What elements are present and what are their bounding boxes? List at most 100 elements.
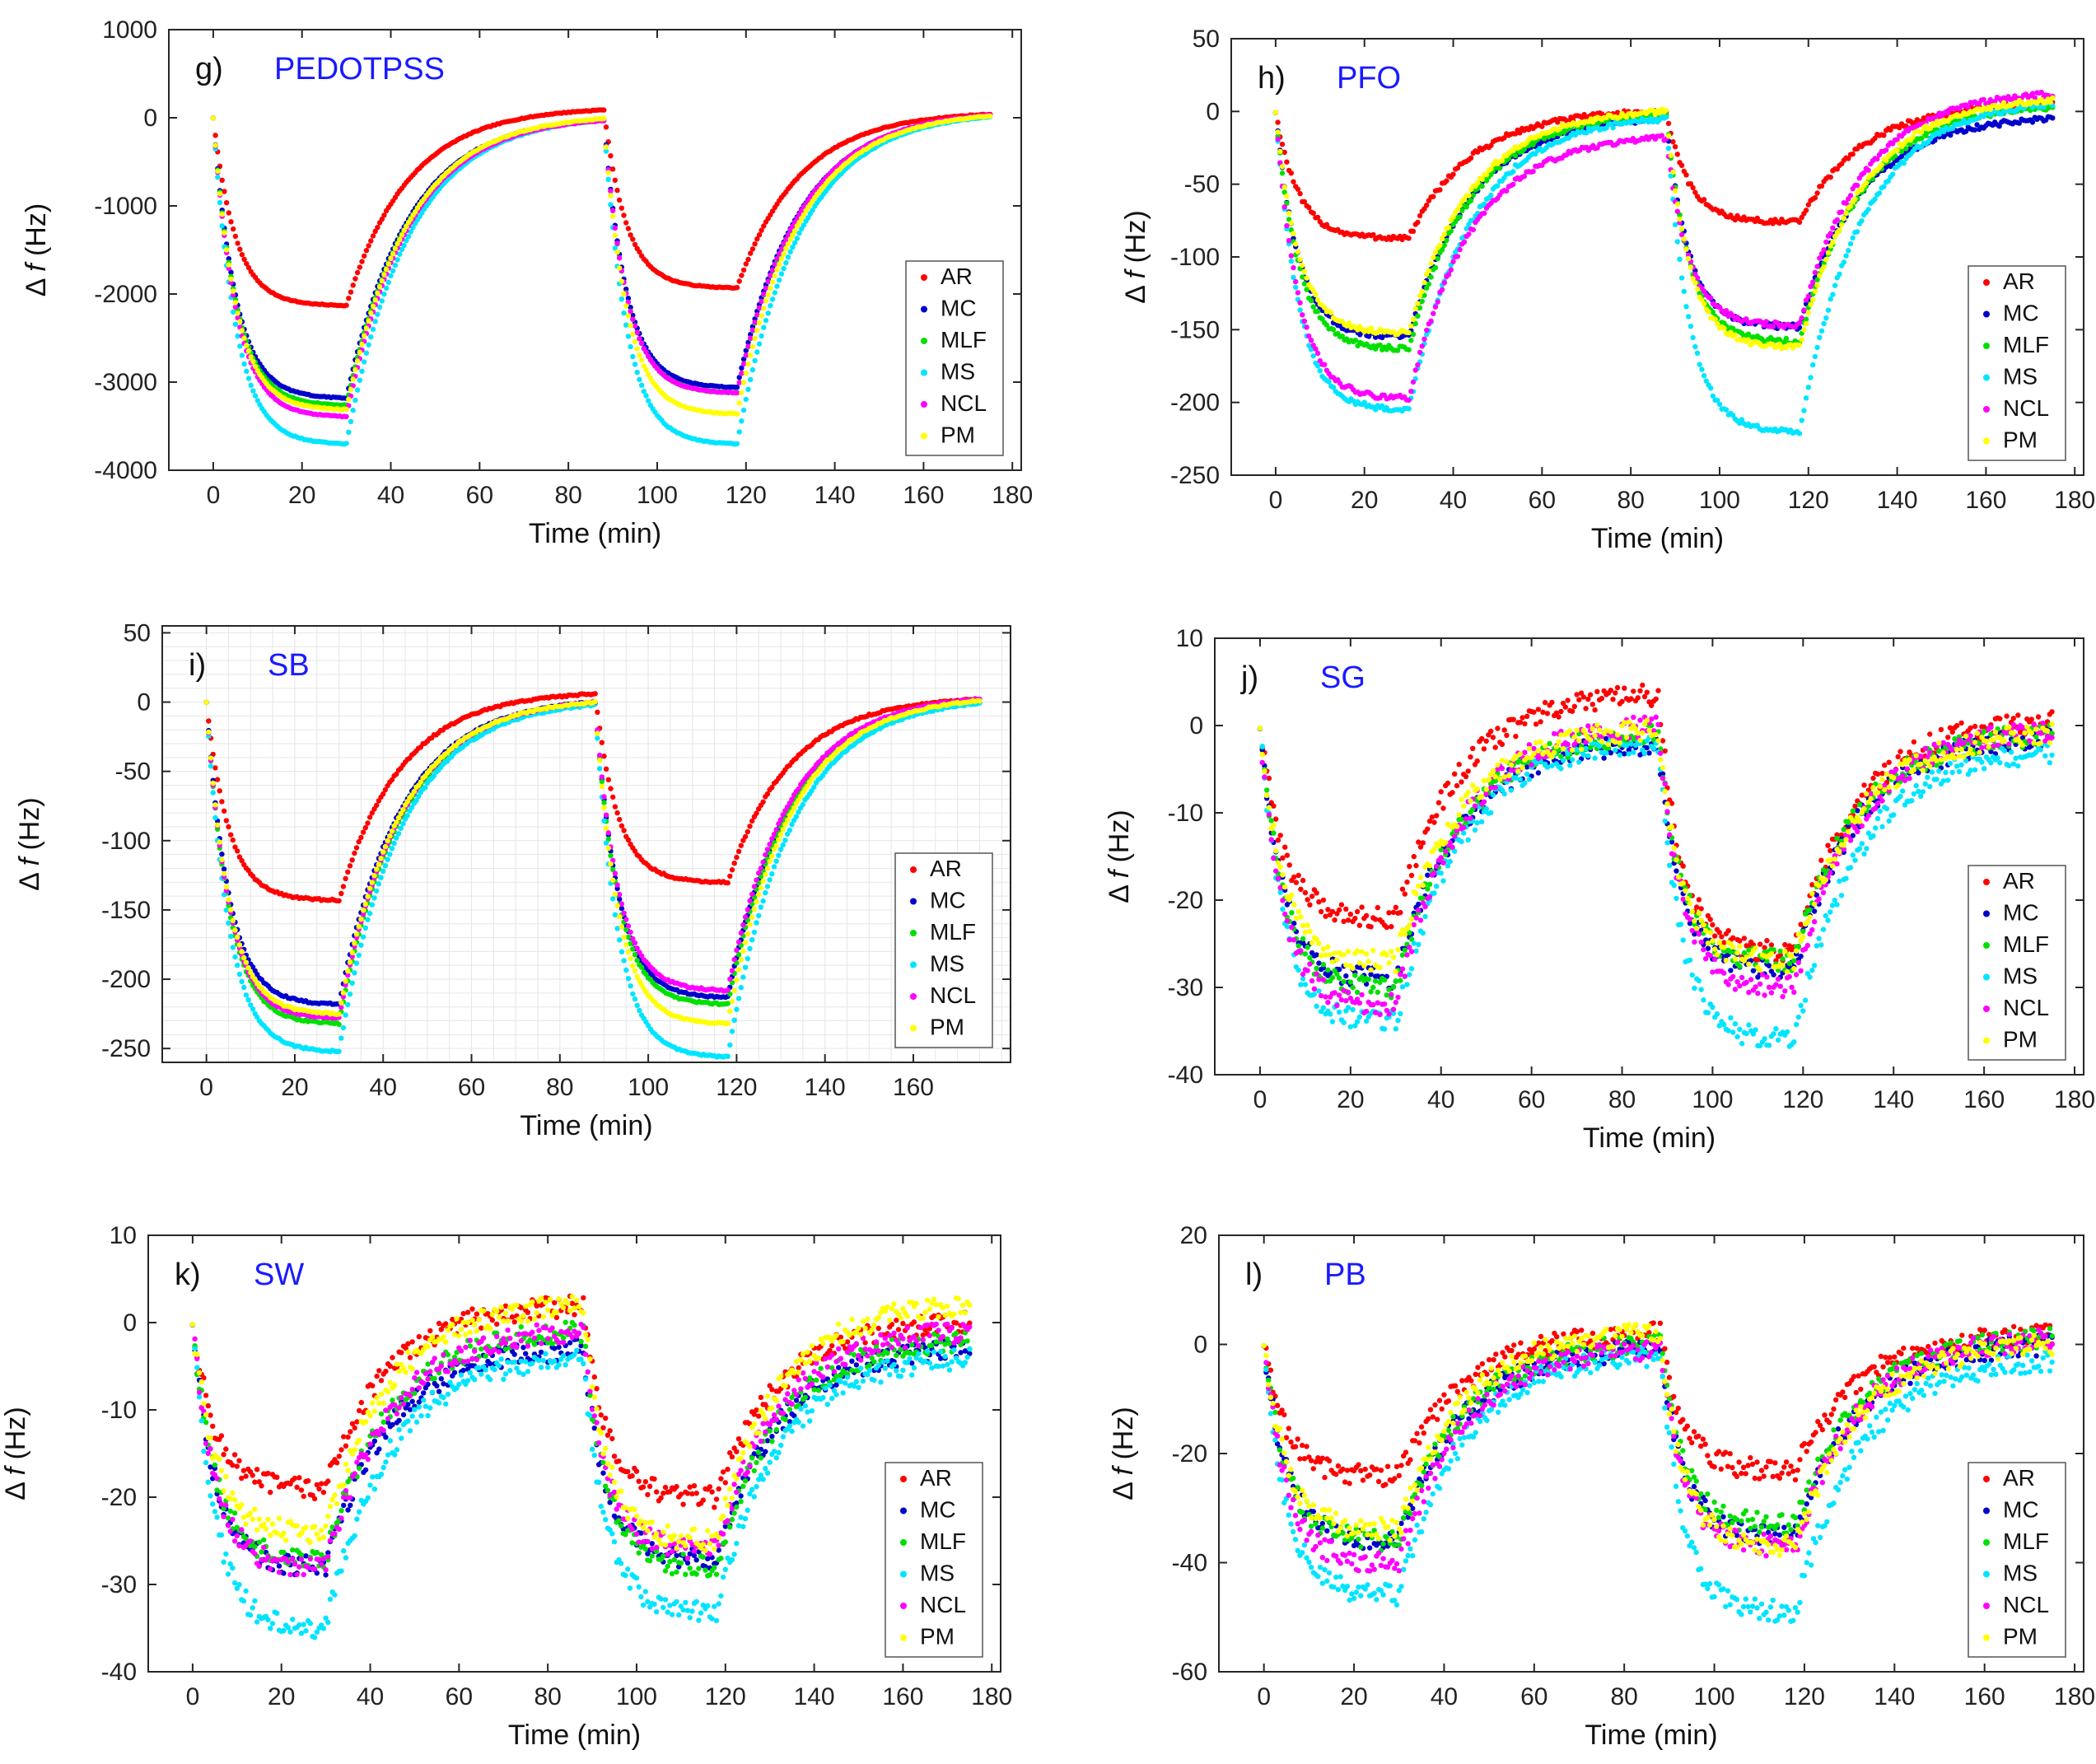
data-point	[625, 226, 632, 231]
data-point	[228, 269, 234, 275]
data-point	[603, 124, 609, 130]
data-point	[1839, 222, 1845, 228]
data-point	[761, 292, 767, 297]
panel-title: SB	[268, 648, 310, 683]
data-point	[368, 238, 374, 244]
data-point	[210, 115, 217, 121]
data-point	[1304, 324, 1309, 330]
data-point	[375, 290, 380, 296]
data-point	[768, 303, 773, 309]
data-point	[350, 282, 356, 288]
data-point	[743, 261, 749, 267]
x-tick-label: 140	[815, 482, 856, 509]
legend-label-mc: MC	[2003, 301, 2039, 326]
data-point	[749, 366, 756, 373]
data-point	[1297, 256, 1303, 263]
data-point	[2050, 115, 2056, 121]
data-point	[609, 213, 616, 219]
data-point	[1293, 278, 1299, 285]
legend-marker-ms	[1983, 374, 1990, 381]
chart-panel-pedotpss: 0 20 40 60 80 100 120 140 160 180-4000-3000-2000-…	[21, 16, 1033, 549]
data-point	[1450, 214, 1456, 220]
data-point	[1444, 178, 1449, 184]
data-point	[1286, 210, 1292, 216]
data-point	[1426, 268, 1432, 274]
data-point	[601, 115, 607, 122]
legend-marker-pm	[921, 432, 927, 440]
data-point	[638, 357, 645, 363]
data-point	[1690, 184, 1696, 191]
legend-label-ncl: NCL	[2003, 395, 2049, 421]
data-point	[350, 376, 356, 382]
data-point	[244, 343, 250, 348]
data-point	[625, 313, 632, 319]
x-tick-label: 60	[466, 482, 493, 509]
data-point	[381, 272, 387, 278]
data-point	[621, 212, 627, 218]
data-point	[1846, 248, 1851, 254]
data-point	[1847, 193, 1854, 198]
data-point	[245, 264, 252, 271]
data-point	[1694, 286, 1701, 292]
data-point	[1799, 418, 1804, 423]
data-point	[1441, 280, 1448, 286]
data-point	[765, 278, 771, 284]
data-point	[637, 376, 642, 383]
x-tick-label: 140	[805, 1074, 846, 1101]
data-point	[1286, 238, 1292, 244]
data-point	[219, 177, 225, 183]
data-point	[1288, 170, 1295, 176]
data-point	[603, 144, 609, 150]
data-point	[230, 837, 236, 843]
y-tick-label: -250	[1170, 462, 1220, 489]
data-point	[643, 393, 649, 399]
data-point	[390, 268, 396, 273]
data-point	[756, 341, 763, 347]
data-point	[1424, 203, 1430, 208]
legend-label-ar: AR	[941, 264, 973, 289]
y-tick-label: -150	[101, 897, 151, 924]
data-point	[1279, 170, 1286, 176]
data-point	[1463, 204, 1469, 210]
data-point	[1814, 264, 1820, 269]
y-tick-label: -50	[115, 758, 151, 786]
data-point	[1468, 155, 1474, 161]
data-point	[796, 230, 802, 236]
data-point	[1279, 142, 1286, 147]
x-tick-label: 160	[1965, 487, 2006, 514]
data-point	[1428, 318, 1434, 324]
data-point	[1437, 187, 1443, 193]
data-point	[370, 303, 376, 310]
y-axis-label: Δ f (Hz)	[21, 203, 52, 296]
data-point	[363, 248, 370, 254]
data-point	[1410, 316, 1417, 322]
plot-area	[1231, 39, 2084, 475]
data-point	[768, 273, 773, 278]
data-point	[346, 296, 352, 301]
data-point	[241, 256, 247, 263]
data-point	[379, 217, 385, 222]
data-point	[1272, 110, 1279, 115]
data-point	[616, 265, 623, 271]
data-point	[1428, 260, 1434, 267]
data-point	[1681, 288, 1687, 295]
data-point	[790, 245, 796, 250]
data-point	[1678, 162, 1685, 168]
data-point	[390, 251, 396, 257]
data-point	[2050, 95, 2056, 101]
x-tick-label: 120	[716, 1074, 757, 1101]
data-point	[608, 153, 614, 159]
y-tick-label: -50	[1184, 171, 1220, 198]
data-point	[1279, 164, 1286, 170]
legend-marker-mc	[1983, 310, 1990, 318]
data-point	[605, 777, 611, 782]
data-point	[754, 327, 760, 334]
x-tick-label: 20	[288, 482, 315, 509]
data-point	[630, 331, 636, 338]
data-point	[749, 343, 756, 350]
data-point	[235, 240, 240, 246]
y-tick-label: 0	[137, 689, 151, 716]
data-point	[608, 193, 614, 198]
